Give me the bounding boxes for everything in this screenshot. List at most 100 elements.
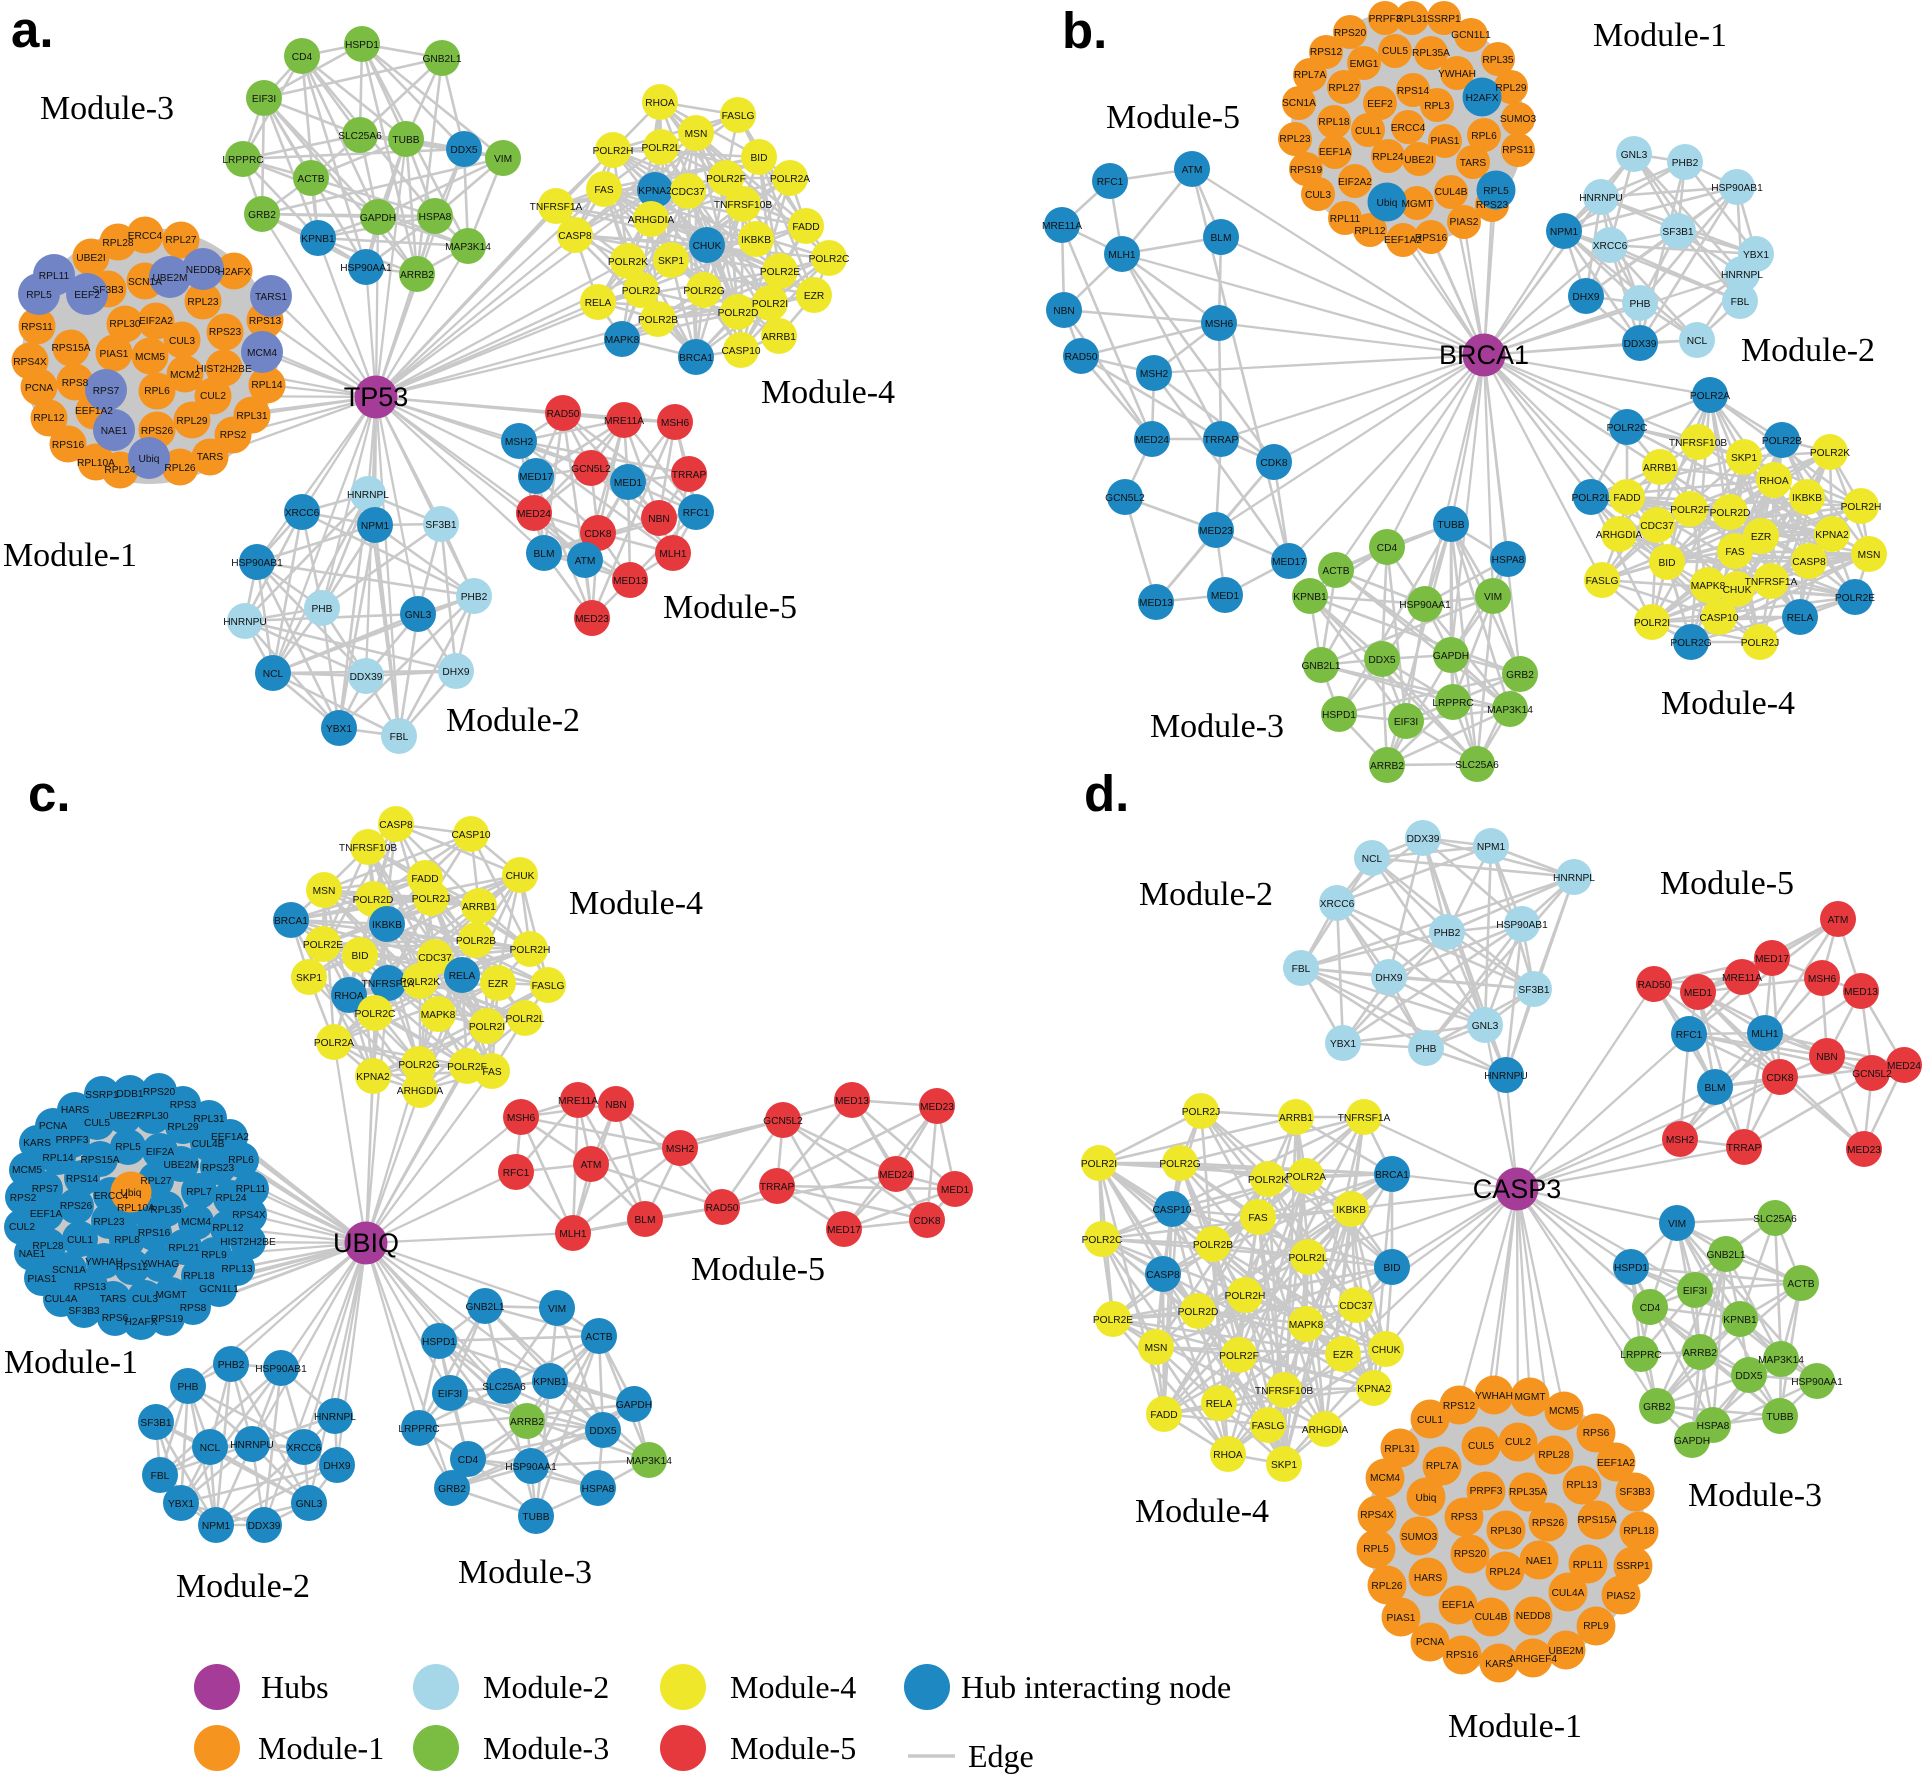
svg-text:MAPK8: MAPK8 xyxy=(421,1010,456,1021)
svg-text:BRCA1: BRCA1 xyxy=(1375,1170,1409,1181)
svg-text:POLR2H: POLR2H xyxy=(510,945,551,956)
svg-text:GNL3: GNL3 xyxy=(1621,150,1648,161)
svg-text:DHX9: DHX9 xyxy=(1375,973,1403,984)
svg-text:TNFRSF10B: TNFRSF10B xyxy=(714,200,773,211)
svg-text:EEF1A2: EEF1A2 xyxy=(1384,235,1422,246)
svg-text:FAS: FAS xyxy=(1248,1213,1267,1224)
svg-text:BRCA1: BRCA1 xyxy=(679,353,713,364)
svg-text:POLR2L: POLR2L xyxy=(641,143,680,154)
svg-text:BLM: BLM xyxy=(1705,1083,1726,1094)
svg-text:LRPPRC: LRPPRC xyxy=(222,155,263,166)
svg-text:DDX5: DDX5 xyxy=(589,1426,617,1437)
svg-text:ACTB: ACTB xyxy=(1322,566,1349,577)
svg-text:GNB2L1: GNB2L1 xyxy=(1301,661,1340,672)
svg-text:POLR2A: POLR2A xyxy=(1286,1172,1326,1183)
svg-text:FBL: FBL xyxy=(390,732,409,743)
svg-text:Module-2: Module-2 xyxy=(176,1568,310,1605)
svg-text:LRPPRC: LRPPRC xyxy=(398,1424,439,1435)
svg-text:RPS16: RPS16 xyxy=(1446,1650,1479,1661)
svg-text:Module-3: Module-3 xyxy=(1150,708,1284,745)
svg-text:HNRNPU: HNRNPU xyxy=(230,1440,274,1451)
svg-text:POLR2H: POLR2H xyxy=(1225,1291,1266,1302)
svg-text:MED17: MED17 xyxy=(1272,557,1306,568)
svg-text:MSH6: MSH6 xyxy=(661,418,690,429)
svg-text:RPL24: RPL24 xyxy=(1372,152,1403,163)
svg-text:EIF3I: EIF3I xyxy=(252,94,276,105)
svg-text:MED23: MED23 xyxy=(1847,1145,1881,1156)
svg-text:CUL3: CUL3 xyxy=(169,336,195,347)
svg-text:CUL3: CUL3 xyxy=(1305,190,1331,201)
svg-text:RPL12: RPL12 xyxy=(212,1223,243,1234)
svg-text:MED23: MED23 xyxy=(1199,526,1233,537)
svg-text:RPL10A: RPL10A xyxy=(77,458,115,469)
svg-text:FASLG: FASLG xyxy=(722,111,755,122)
svg-text:RPS20: RPS20 xyxy=(143,1087,176,1098)
svg-text:RPL21: RPL21 xyxy=(168,1243,199,1254)
svg-text:POLR2K: POLR2K xyxy=(608,257,648,268)
svg-text:MSH2: MSH2 xyxy=(505,437,534,448)
svg-text:HSP90AB1: HSP90AB1 xyxy=(1496,920,1548,931)
svg-text:CHUK: CHUK xyxy=(1723,585,1752,596)
svg-text:CDC37: CDC37 xyxy=(1339,1301,1373,1312)
svg-text:PCNA: PCNA xyxy=(1416,1637,1445,1648)
svg-text:CUL3: CUL3 xyxy=(132,1294,158,1305)
svg-text:HSPA8: HSPA8 xyxy=(419,212,452,223)
svg-text:EEF1A: EEF1A xyxy=(1442,1600,1474,1611)
svg-text:MED1: MED1 xyxy=(614,478,643,489)
svg-text:ACTB: ACTB xyxy=(585,1332,612,1343)
svg-text:MRE11A: MRE11A xyxy=(558,1096,598,1107)
svg-text:CHUK: CHUK xyxy=(1372,1345,1401,1356)
svg-text:Module-2: Module-2 xyxy=(1741,332,1875,369)
svg-text:CASP8: CASP8 xyxy=(1146,1270,1180,1281)
svg-text:GAPDH: GAPDH xyxy=(360,213,396,224)
svg-text:HSP90AB1: HSP90AB1 xyxy=(255,1364,307,1375)
svg-text:Hub interacting node: Hub interacting node xyxy=(961,1669,1231,1705)
svg-text:TNFRSF1A: TNFRSF1A xyxy=(1745,577,1798,588)
svg-text:CUL2: CUL2 xyxy=(1505,1437,1531,1448)
svg-text:MSH2: MSH2 xyxy=(666,1144,695,1155)
svg-text:PRPF3: PRPF3 xyxy=(1369,14,1402,25)
svg-text:PHB2: PHB2 xyxy=(1672,158,1699,169)
svg-text:PHB: PHB xyxy=(1416,1044,1437,1055)
svg-text:RFC1: RFC1 xyxy=(1676,1030,1703,1041)
svg-text:POLR2G: POLR2G xyxy=(683,286,724,297)
svg-text:RPS3: RPS3 xyxy=(170,1100,197,1111)
svg-text:RPS13: RPS13 xyxy=(249,316,282,327)
svg-text:POLR2H: POLR2H xyxy=(1841,502,1882,513)
svg-text:RPL24: RPL24 xyxy=(104,465,135,476)
svg-text:HIST2H2BE: HIST2H2BE xyxy=(220,1237,276,1248)
svg-text:EIF2A2: EIF2A2 xyxy=(139,316,173,327)
svg-text:RELA: RELA xyxy=(1787,613,1814,624)
svg-text:SCN1A: SCN1A xyxy=(52,1265,86,1276)
svg-text:TARS: TARS xyxy=(100,1294,127,1305)
svg-text:MED17: MED17 xyxy=(827,1225,861,1236)
svg-text:TRRAP: TRRAP xyxy=(672,470,707,481)
svg-text:NPM1: NPM1 xyxy=(1477,842,1506,853)
svg-text:RPL28: RPL28 xyxy=(32,1241,63,1252)
svg-text:GCN1L1: GCN1L1 xyxy=(1451,30,1491,41)
svg-text:POLR2J: POLR2J xyxy=(622,286,661,297)
svg-text:RHOA: RHOA xyxy=(645,98,675,109)
svg-text:POLR2J: POLR2J xyxy=(1741,638,1780,649)
svg-text:CD4: CD4 xyxy=(458,1455,479,1466)
svg-text:RPS4X: RPS4X xyxy=(232,1210,266,1221)
svg-text:HSPD1: HSPD1 xyxy=(345,40,379,51)
svg-text:RPL35: RPL35 xyxy=(1482,55,1513,66)
svg-text:POLR2K: POLR2K xyxy=(400,977,440,988)
svg-text:CDK8: CDK8 xyxy=(1260,458,1288,469)
svg-text:RPL24: RPL24 xyxy=(1489,1567,1520,1578)
svg-text:RPL30: RPL30 xyxy=(137,1111,168,1122)
svg-text:H2AFX: H2AFX xyxy=(218,267,251,278)
svg-text:DDX5: DDX5 xyxy=(1368,655,1396,666)
svg-text:KPNB1: KPNB1 xyxy=(1293,592,1327,603)
svg-text:RPL11: RPL11 xyxy=(39,271,70,282)
svg-text:LRPPRC: LRPPRC xyxy=(1432,698,1473,709)
svg-text:KARS: KARS xyxy=(1485,1659,1513,1670)
svg-text:PIAS2: PIAS2 xyxy=(1450,217,1479,228)
svg-text:CDC37: CDC37 xyxy=(671,187,705,198)
svg-text:MRE11A: MRE11A xyxy=(1722,973,1762,984)
svg-text:KPNA2: KPNA2 xyxy=(1357,1384,1391,1395)
svg-text:MED17: MED17 xyxy=(519,472,553,483)
svg-text:RPL26: RPL26 xyxy=(1371,1581,1402,1592)
svg-text:CUL4A: CUL4A xyxy=(45,1294,78,1305)
